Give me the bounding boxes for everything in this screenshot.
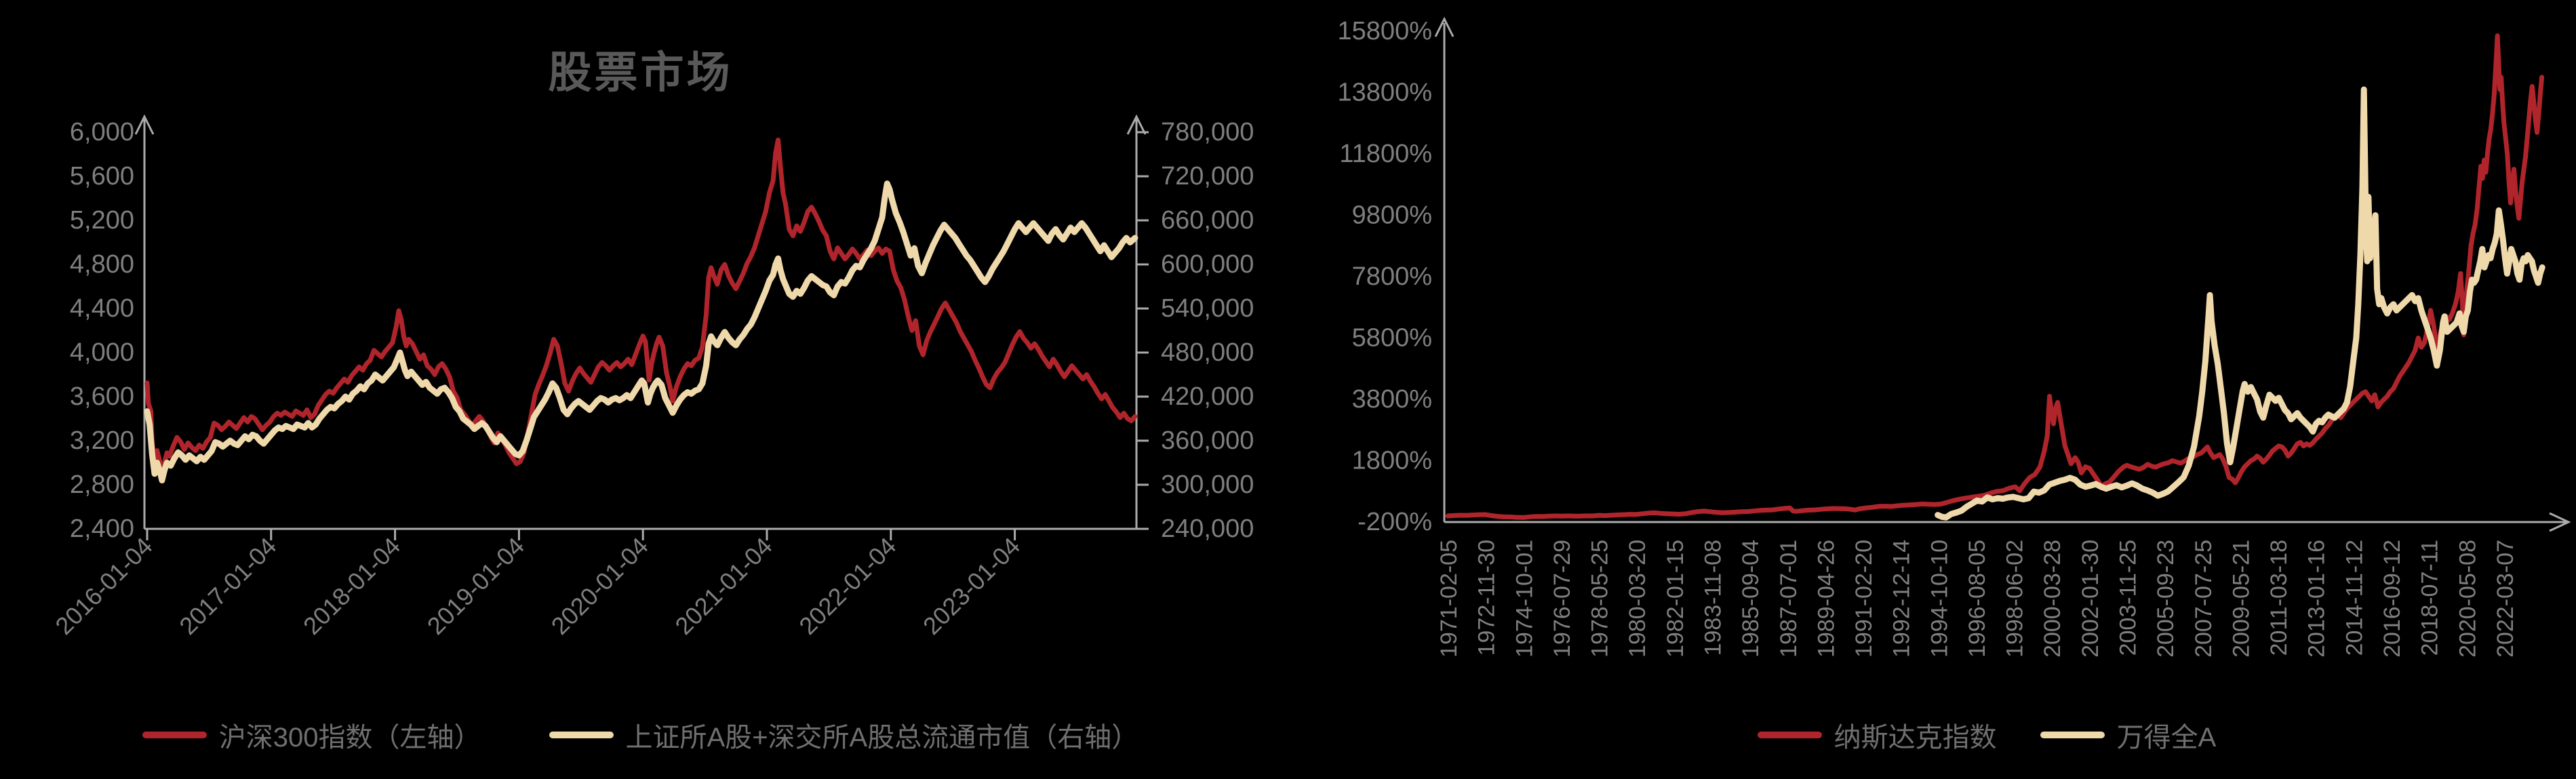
axes: -200% 1800% 3800% 5800% 7800% 9800% 11800% 1380… bbox=[1338, 16, 2571, 658]
x-axis-label: 1980-03-20 bbox=[1625, 540, 1650, 658]
y-axis-label: 5,600 bbox=[70, 162, 134, 191]
legend-item-nasdaq: 纳斯达克指数 bbox=[1757, 715, 1997, 755]
y-axis-label: 7800% bbox=[1352, 262, 1432, 291]
y-axis-label: 2,400 bbox=[70, 515, 134, 543]
x-axis-label: 1978-05-25 bbox=[1587, 540, 1613, 658]
x-axis-label: 2013-01-16 bbox=[2304, 540, 2330, 658]
x-axis-label: 1974-10-01 bbox=[1511, 540, 1537, 658]
x-axis-label: 2016-01-04 bbox=[49, 532, 157, 640]
x-axis-label: 2009-05-21 bbox=[2228, 540, 2254, 658]
y-axis-label: 4,800 bbox=[70, 250, 134, 279]
legend-item-csi300: 沪深300指数（左轴） bbox=[142, 715, 481, 755]
y-axis-label: 5,200 bbox=[70, 206, 134, 235]
stock-market-chart: 2,400 2,800 3,200 3,600 4,000 4,400 4,800 5,200… bbox=[49, 114, 1254, 640]
y-axis-label: 11800% bbox=[1339, 140, 1432, 168]
x-axis-arrow-icon bbox=[2549, 512, 2571, 532]
x-axis-label: 1971-02-05 bbox=[1436, 540, 1462, 658]
right-chart-legend: 纳斯达克指数 万得全A bbox=[1444, 713, 2529, 757]
x-axis-label: 2016-09-12 bbox=[2379, 540, 2405, 658]
x-axis-label: 1992-12-14 bbox=[1889, 540, 1915, 658]
x-axis-label: 2003-11-25 bbox=[2116, 540, 2141, 656]
legend-label-nasdaq: 纳斯达克指数 bbox=[1834, 723, 1997, 753]
y-axis-label: 2,800 bbox=[70, 471, 134, 499]
y-axis-label: 300,000 bbox=[1161, 471, 1254, 499]
x-axis-label: 1976-07-29 bbox=[1549, 540, 1575, 658]
series-line-1 bbox=[144, 180, 1138, 483]
legend-swatch-winda bbox=[2040, 732, 2105, 738]
legend-swatch-nasdaq bbox=[1757, 732, 1822, 738]
x-axis-label: 2020-01-04 bbox=[546, 532, 654, 640]
y-axis-label: 13800% bbox=[1338, 79, 1432, 107]
x-axis-label: 2007-07-25 bbox=[2191, 540, 2217, 658]
x-axis-label: 2011-03-18 bbox=[2266, 540, 2292, 656]
x-axis-label: 2018-01-04 bbox=[298, 532, 405, 640]
x-axis-label: 1985-09-04 bbox=[1738, 540, 1764, 658]
x-axis-label: 2000-03-28 bbox=[2040, 540, 2065, 658]
x-axis-label: 2017-01-04 bbox=[174, 532, 281, 640]
x-axis-label: 2022-01-04 bbox=[793, 532, 901, 640]
y-axis-label: -200% bbox=[1358, 508, 1432, 536]
legend-label-winda: 万得全A bbox=[2116, 723, 2217, 753]
x-axis-label: 2005-09-23 bbox=[2153, 540, 2179, 658]
x-axis-label: 1987-07-01 bbox=[1776, 540, 1802, 658]
x-axis-label: 2022-03-07 bbox=[2493, 540, 2518, 658]
legend-item-marketcap: 上证所A股+深交所A股总流通市值（右轴） bbox=[549, 715, 1139, 755]
y-axis-label: 4,400 bbox=[70, 294, 134, 323]
y-axis-label: 6,000 bbox=[70, 118, 134, 146]
y-axis-label: 780,000 bbox=[1161, 118, 1254, 146]
x-axis-label: 2019-01-04 bbox=[422, 532, 530, 640]
x-axis-label: 1972-11-30 bbox=[1474, 540, 1500, 656]
y-axis-label: 240,000 bbox=[1161, 515, 1254, 543]
legend-swatch-csi300 bbox=[142, 732, 207, 738]
y-axis-arrow-icon bbox=[1126, 114, 1147, 135]
axes: 2,400 2,800 3,200 3,600 4,000 4,400 4,800 5,200… bbox=[49, 114, 1254, 640]
x-axis-label: 2023-01-04 bbox=[917, 532, 1025, 640]
y-axis-label: 420,000 bbox=[1161, 382, 1254, 411]
y-axis-label: 480,000 bbox=[1161, 338, 1254, 367]
y-axis-label: 9800% bbox=[1352, 201, 1432, 230]
left-chart-legend: 沪深300指数（左轴） 上证所A股+深交所A股总流通市值（右轴） bbox=[142, 713, 1139, 757]
x-axis-label: 2014-11-12 bbox=[2341, 540, 2367, 656]
x-axis-label: 2018-07-11 bbox=[2417, 540, 2443, 656]
x-axis-label: 1991-02-20 bbox=[1851, 540, 1877, 658]
x-axis-label: 2002-01-30 bbox=[2078, 540, 2103, 658]
y-axis-label: 3,200 bbox=[70, 426, 134, 455]
y-axis-label: 720,000 bbox=[1161, 162, 1254, 191]
x-axis-label: 1994-10-10 bbox=[1926, 540, 1952, 658]
nasdaq-vs-winda-chart: -200% 1800% 3800% 5800% 7800% 9800% 11800% 1380… bbox=[1338, 16, 2571, 658]
y-axis-label: 660,000 bbox=[1161, 206, 1254, 235]
y-axis-label: 4,000 bbox=[70, 338, 134, 367]
y-axis-label: 5800% bbox=[1352, 324, 1432, 353]
y-axis-label: 15800% bbox=[1338, 17, 1432, 45]
y-axis-arrow-icon bbox=[1434, 16, 1454, 37]
y-axis-label: 600,000 bbox=[1161, 250, 1254, 279]
x-axis-label: 1989-04-26 bbox=[1813, 540, 1839, 658]
x-axis-label: 1983-11-08 bbox=[1700, 540, 1726, 656]
y-axis-label: 3,600 bbox=[70, 382, 134, 411]
x-axis-label: 2020-05-08 bbox=[2455, 540, 2480, 658]
x-axis-label: 2021-01-04 bbox=[669, 532, 777, 640]
x-axis-label: 1996-08-05 bbox=[1964, 540, 1990, 658]
legend-swatch-marketcap bbox=[549, 732, 614, 738]
y-axis-label: 3800% bbox=[1352, 385, 1432, 414]
series-line-1 bbox=[1935, 86, 2545, 521]
x-axis-label: 1998-06-02 bbox=[2002, 540, 2028, 658]
y-axis-label: 540,000 bbox=[1161, 294, 1254, 323]
legend-item-winda: 万得全A bbox=[2040, 715, 2217, 755]
legend-label-marketcap: 上证所A股+深交所A股总流通市值（右轴） bbox=[625, 723, 1139, 753]
y-axis-label: 1800% bbox=[1352, 447, 1432, 475]
y-axis-label: 360,000 bbox=[1161, 426, 1254, 455]
y-axis-arrow-icon bbox=[134, 114, 155, 135]
x-axis-label: 1982-01-15 bbox=[1663, 540, 1688, 658]
series-line-0 bbox=[144, 137, 1138, 479]
left-chart-title: 股票市场 bbox=[548, 48, 733, 97]
legend-label-csi300: 沪深300指数（左轴） bbox=[218, 723, 481, 753]
